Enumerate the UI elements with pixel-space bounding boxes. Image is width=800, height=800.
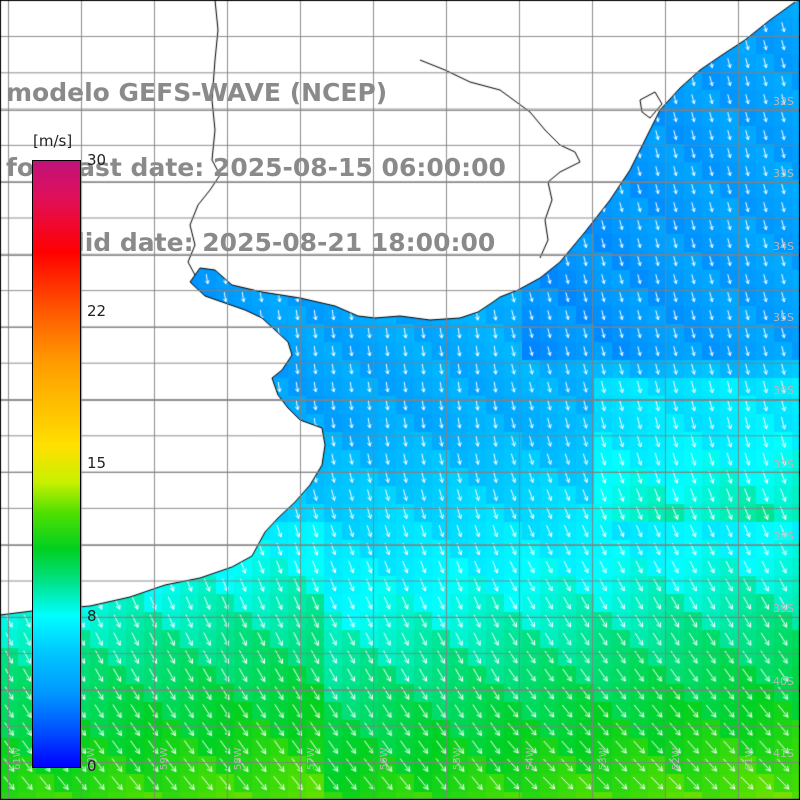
colorbar (32, 160, 81, 768)
colorbar-unit: [m/s] (33, 132, 73, 150)
colorbar-tick-0: 0 (87, 757, 97, 775)
lon-label-53w: 53W (598, 747, 609, 770)
lon-label-57w: 57W (306, 747, 317, 770)
lon-label-61w: 61W (12, 747, 23, 770)
lon-label-56w: 56W (379, 747, 390, 770)
lon-label-52w: 52W (671, 747, 682, 770)
colorbar-tick-15: 15 (87, 454, 107, 472)
lat-label-32s: 32S (773, 95, 794, 108)
lon-label-58w: 58W (233, 747, 244, 770)
lat-label-33s: 33S (773, 167, 794, 180)
lat-label-37s: 37S (773, 458, 794, 471)
model-title: modelo GEFS-WAVE (NCEP) (6, 78, 388, 107)
colorbar-tick-8: 8 (87, 607, 97, 625)
lon-label-54w: 54W (525, 747, 536, 770)
lat-label-38s: 38S (773, 530, 794, 543)
colorbar-tick-30: 30 (87, 151, 107, 169)
lat-label-39s: 39S (773, 602, 794, 615)
lat-label-36s: 36S (773, 384, 794, 397)
lat-label-41s: 41S (773, 747, 794, 760)
lat-label-40s: 40S (773, 675, 794, 688)
lat-label-34s: 34S (773, 240, 794, 253)
valid-date-label: valid date: 2025-08-21 18:00:00 (43, 228, 496, 257)
lon-label-51w: 51W (744, 747, 755, 770)
colorbar-tick-22: 22 (87, 302, 107, 320)
lon-label-59w: 59W (159, 747, 170, 770)
lon-label-55w: 55W (452, 747, 463, 770)
lat-label-35s: 35S (773, 311, 794, 324)
